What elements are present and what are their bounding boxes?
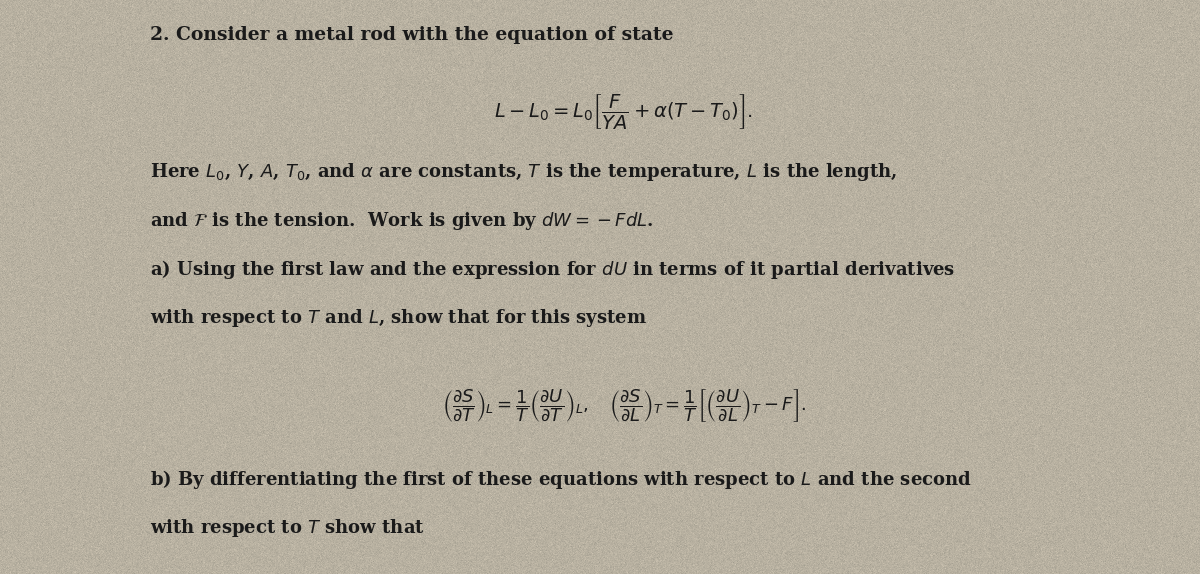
Text: a) Using the first law and the expression for $dU$ in terms of it partial deriva: a) Using the first law and the expressio… [150,258,955,281]
Text: with respect to $T$ show that: with respect to $T$ show that [150,517,425,538]
Text: b) By differentiating the first of these equations with respect to $L$ and the s: b) By differentiating the first of these… [150,468,972,491]
Text: 2. Consider a metal rod with the equation of state: 2. Consider a metal rod with the equatio… [150,26,673,44]
Text: $\left(\dfrac{\partial S}{\partial T}\right)_L = \dfrac{1}{T}\left(\dfrac{\parti: $\left(\dfrac{\partial S}{\partial T}\ri… [442,387,806,425]
Text: $L - L_0 = L_0 \left[\dfrac{F}{YA} + \alpha(T - T_0)\right].$: $L - L_0 = L_0 \left[\dfrac{F}{YA} + \al… [494,92,754,131]
Text: with respect to $T$ and $L$, show that for this system: with respect to $T$ and $L$, show that f… [150,307,647,329]
Text: and $\mathcal{F}$ is the tension.  Work is given by $dW = -FdL$.: and $\mathcal{F}$ is the tension. Work i… [150,210,654,231]
Text: Here $L_0$, $Y$, $A$, $T_0$, and $\alpha$ are constants, $T$ is the temperature,: Here $L_0$, $Y$, $A$, $T_0$, and $\alpha… [150,161,896,183]
